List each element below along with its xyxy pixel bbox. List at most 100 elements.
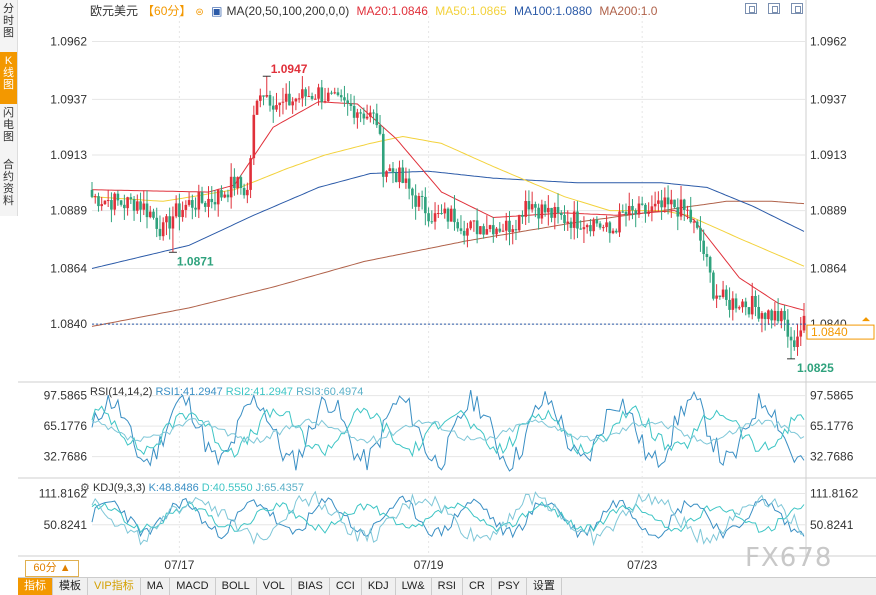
candle-body bbox=[103, 200, 107, 205]
tab-settings[interactable]: 设置 bbox=[527, 578, 562, 595]
candle-body bbox=[504, 220, 508, 231]
candle bbox=[123, 194, 126, 220]
candle bbox=[103, 200, 107, 205]
candle-body bbox=[362, 113, 366, 119]
rsi-title: RSI(14,14,2) bbox=[90, 386, 153, 398]
candle bbox=[213, 190, 217, 211]
candle-body bbox=[598, 223, 602, 228]
candle-body bbox=[521, 214, 524, 217]
candle bbox=[624, 203, 628, 227]
tab-indicators[interactable]: 指标 bbox=[18, 578, 53, 595]
candle bbox=[210, 186, 214, 209]
tab-lw[interactable]: LW& bbox=[396, 578, 432, 595]
candle bbox=[90, 182, 94, 199]
tab-rsi[interactable]: RSI bbox=[432, 578, 463, 595]
candle-body bbox=[482, 226, 485, 235]
candle bbox=[391, 161, 395, 184]
y-tick-label-left: 1.0913 bbox=[50, 148, 87, 162]
tab-k-line[interactable]: K线图 bbox=[0, 52, 18, 104]
candle bbox=[126, 196, 129, 216]
candle bbox=[110, 192, 113, 223]
tab-time-chart[interactable]: 分时图 bbox=[0, 0, 18, 52]
rsi3-line bbox=[91, 417, 805, 445]
candle-body bbox=[430, 221, 434, 223]
candle-body bbox=[349, 103, 353, 106]
tab-kdj[interactable]: KDJ bbox=[362, 578, 396, 595]
candle-body bbox=[534, 204, 537, 208]
candle-body bbox=[284, 93, 288, 102]
zoom-in-icon[interactable] bbox=[745, 3, 757, 14]
candle bbox=[653, 191, 657, 212]
zoom-out-icon[interactable] bbox=[768, 3, 780, 14]
candle-body bbox=[271, 105, 275, 110]
candle-body bbox=[372, 112, 375, 114]
tab-template[interactable]: 模板 bbox=[53, 578, 88, 595]
candle bbox=[676, 198, 680, 231]
candle-body bbox=[508, 220, 511, 233]
tab-flash-chart[interactable]: 闪电图 bbox=[0, 104, 18, 156]
candle-body bbox=[605, 222, 608, 228]
ma-settings-icon[interactable]: ▣ bbox=[211, 4, 223, 18]
candle bbox=[796, 323, 799, 356]
candle bbox=[365, 104, 369, 120]
candle bbox=[317, 83, 320, 106]
tab-vol[interactable]: VOL bbox=[257, 578, 292, 595]
candle-body bbox=[579, 228, 582, 230]
candle bbox=[119, 199, 123, 207]
candle bbox=[323, 87, 327, 104]
ma100-line bbox=[91, 170, 805, 269]
refresh-icon[interactable]: ⊜ bbox=[195, 7, 204, 18]
candle-body bbox=[381, 133, 385, 177]
candle bbox=[297, 93, 301, 103]
candle-body bbox=[407, 178, 411, 189]
candle-body bbox=[155, 217, 159, 229]
candle-body bbox=[754, 295, 757, 307]
y-tick-label-left: 97.5865 bbox=[44, 389, 88, 403]
candle bbox=[773, 302, 777, 327]
candle-body bbox=[670, 199, 673, 205]
tab-macd[interactable]: MACD bbox=[170, 578, 216, 595]
candle-body bbox=[527, 201, 531, 210]
candle bbox=[420, 190, 424, 210]
period-selector[interactable]: 60分 ▲ bbox=[25, 560, 79, 577]
candle-body bbox=[530, 204, 534, 210]
candle-body bbox=[352, 105, 356, 118]
candle-body bbox=[589, 225, 592, 232]
tab-cci[interactable]: CCI bbox=[330, 578, 362, 595]
candle-body bbox=[333, 92, 337, 94]
candle bbox=[291, 97, 294, 114]
candle bbox=[359, 108, 362, 123]
candle bbox=[187, 192, 191, 207]
candle-body bbox=[737, 307, 741, 309]
candle-body bbox=[106, 200, 110, 202]
candle bbox=[152, 208, 155, 220]
candle bbox=[320, 79, 324, 110]
candle bbox=[605, 215, 608, 232]
fullscreen-icon[interactable] bbox=[791, 3, 803, 14]
candle-body bbox=[773, 310, 777, 321]
current-price-label: 1.0840 bbox=[811, 325, 848, 339]
candle-body bbox=[388, 168, 392, 172]
candle bbox=[200, 186, 204, 205]
y-tick-label-left: 32.7686 bbox=[44, 450, 88, 464]
candle-body bbox=[213, 202, 217, 205]
tab-psy[interactable]: PSY bbox=[492, 578, 527, 595]
tab-cr[interactable]: CR bbox=[463, 578, 492, 595]
candle bbox=[333, 87, 337, 95]
candle-body bbox=[582, 227, 586, 230]
y-tick-label-right: 1.0937 bbox=[810, 92, 847, 106]
tab-contract-info[interactable]: 合约资料 bbox=[0, 156, 18, 216]
tab-ma[interactable]: MA bbox=[141, 578, 171, 595]
candle-body bbox=[346, 100, 349, 104]
candle bbox=[356, 108, 359, 129]
candle-body bbox=[621, 211, 625, 213]
candle-body bbox=[770, 310, 773, 321]
candle bbox=[631, 199, 634, 220]
kdj-settings-icon[interactable]: ⚙ bbox=[80, 482, 90, 494]
tab-boll[interactable]: BOLL bbox=[216, 578, 257, 595]
tab-bias[interactable]: BIAS bbox=[292, 578, 330, 595]
candle-body bbox=[301, 89, 304, 99]
candle bbox=[246, 182, 249, 204]
tab-vip-indicators[interactable]: VIP指标 bbox=[88, 578, 141, 595]
candle bbox=[388, 164, 392, 172]
